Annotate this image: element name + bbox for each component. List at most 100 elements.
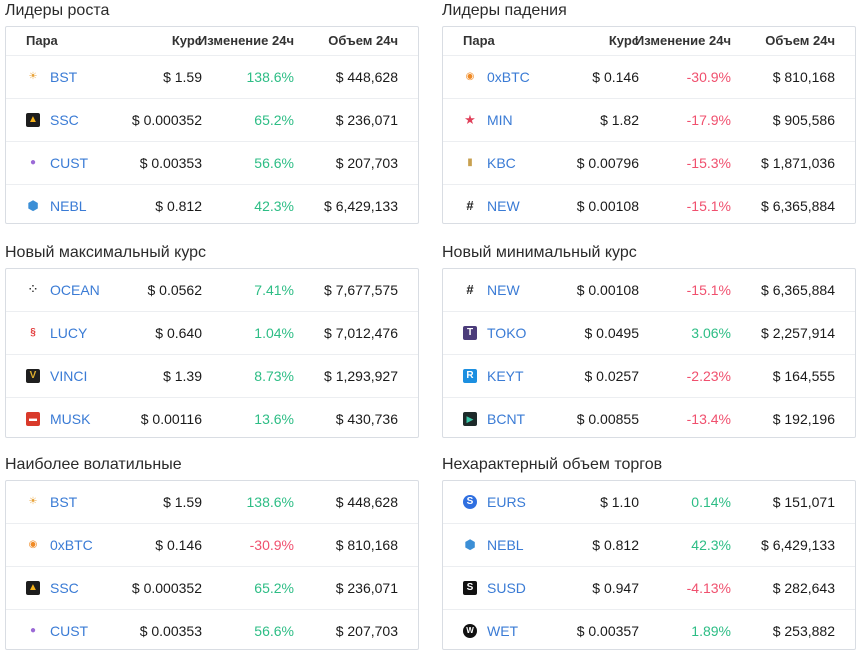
change-value: 1.04% xyxy=(254,325,294,341)
table-row[interactable]: V VINCI $ 1.39 8.73% $ 1,293,927 xyxy=(6,355,418,398)
table-row[interactable]: ▶ BCNT $ 0.00855 -13.4% $ 192,196 xyxy=(443,398,855,440)
pair-link[interactable]: S SUSD xyxy=(463,567,526,609)
pair-link[interactable]: ▶ BCNT xyxy=(463,398,525,440)
change-value: 65.2% xyxy=(254,112,294,128)
pair-symbol[interactable]: NEW xyxy=(487,282,520,298)
column-volume-header: Объем 24ч xyxy=(765,33,835,48)
price-value: $ 0.640 xyxy=(155,325,202,341)
change-value: 0.14% xyxy=(691,494,731,510)
table-row[interactable]: S SUSD $ 0.947 -4.13% $ 282,643 xyxy=(443,567,855,610)
table-row[interactable]: W WET $ 0.00357 1.89% $ 253,882 xyxy=(443,610,855,652)
pair-symbol[interactable]: CUST xyxy=(50,155,89,171)
pair-link[interactable]: ★ MIN xyxy=(463,99,513,141)
pair-link[interactable]: ⁘ OCEAN xyxy=(26,269,100,311)
pair-link[interactable]: R KEYT xyxy=(463,355,524,397)
table-row[interactable]: ▲ SSC $ 0.000352 65.2% $ 236,071 xyxy=(6,99,418,142)
table-header: Пара Курс Изменение 24ч Объем 24ч xyxy=(6,27,418,56)
table-row[interactable]: S EURS $ 1.10 0.14% $ 151,071 xyxy=(443,481,855,524)
pair-link[interactable]: T TOKO xyxy=(463,312,526,354)
pair-symbol[interactable]: 0xBTC xyxy=(487,69,530,85)
pair-symbol[interactable]: OCEAN xyxy=(50,282,100,298)
pair-symbol[interactable]: KEYT xyxy=(487,368,524,384)
pair-symbol[interactable]: NEW xyxy=(487,198,520,214)
table-row[interactable]: R KEYT $ 0.0257 -2.23% $ 164,555 xyxy=(443,355,855,398)
table-row[interactable]: ▬ MUSK $ 0.00116 13.6% $ 430,736 xyxy=(6,398,418,440)
panel-new-low: Новый минимальный курс # NEW $ 0.00108 -1… xyxy=(442,242,858,438)
pair-symbol[interactable]: MUSK xyxy=(50,411,91,427)
price-value: $ 0.0257 xyxy=(584,368,640,384)
pair-symbol[interactable]: KBC xyxy=(487,155,516,171)
table-row[interactable]: ◉ 0xBTC $ 0.146 -30.9% $ 810,168 xyxy=(443,56,855,99)
pair-link[interactable]: ▲ SSC xyxy=(26,567,79,609)
pair-symbol[interactable]: NEBL xyxy=(50,198,87,214)
pair-symbol[interactable]: EURS xyxy=(487,494,526,510)
pair-symbol[interactable]: BST xyxy=(50,494,78,510)
price-value: $ 1.59 xyxy=(163,494,202,510)
pair-link[interactable]: § LUCY xyxy=(26,312,87,354)
pair-symbol[interactable]: NEBL xyxy=(487,537,524,553)
table-row[interactable]: ☀ BST $ 1.59 138.6% $ 448,628 xyxy=(6,481,418,524)
table-row[interactable]: # NEW $ 0.00108 -15.1% $ 6,365,884 xyxy=(443,185,855,227)
pair-link[interactable]: S EURS xyxy=(463,481,526,523)
price-value: $ 0.00353 xyxy=(139,623,202,639)
susd-icon: S xyxy=(463,581,477,596)
change-value: 138.6% xyxy=(246,69,294,85)
table-row[interactable]: ⁘ OCEAN $ 0.0562 7.41% $ 7,677,575 xyxy=(6,269,418,312)
pair-symbol[interactable]: SSC xyxy=(50,580,79,596)
pair-link[interactable]: ◉ 0xBTC xyxy=(26,524,93,566)
pair-link[interactable]: ▲ SSC xyxy=(26,99,79,141)
pair-link[interactable]: ◉ 0xBTC xyxy=(463,56,530,98)
pair-symbol[interactable]: BST xyxy=(50,69,78,85)
new-icon: # xyxy=(466,198,474,214)
pair-link[interactable]: # NEW xyxy=(463,269,520,311)
pair-symbol[interactable]: SSC xyxy=(50,112,79,128)
pair-symbol[interactable]: LUCY xyxy=(50,325,88,341)
panel-new-high: Новый максимальный курс ⁘ OCEAN $ 0.0562 … xyxy=(5,242,421,438)
pair-symbol[interactable]: WET xyxy=(487,623,519,639)
bst-icon: ☀ xyxy=(28,496,38,508)
pair-symbol[interactable]: TOKO xyxy=(487,325,527,341)
change-value: 1.89% xyxy=(691,623,731,639)
wet-icon: W xyxy=(463,624,477,639)
column-pair-header: Пара xyxy=(463,33,495,48)
table-row[interactable]: ● CUST $ 0.00353 56.6% $ 207,703 xyxy=(6,610,418,652)
pair-link[interactable]: # NEW xyxy=(463,185,520,227)
table-row[interactable]: ⬢ NEBL $ 0.812 42.3% $ 6,429,133 xyxy=(6,185,418,227)
table-row[interactable]: ☀ BST $ 1.59 138.6% $ 448,628 xyxy=(6,56,418,99)
price-value: $ 0.00855 xyxy=(576,411,639,427)
pair-symbol[interactable]: MIN xyxy=(487,112,513,128)
table-row[interactable]: ▲ SSC $ 0.000352 65.2% $ 236,071 xyxy=(6,567,418,610)
table-row[interactable]: § LUCY $ 0.640 1.04% $ 7,012,476 xyxy=(6,312,418,355)
pair-symbol[interactable]: BCNT xyxy=(487,411,526,427)
pair-link[interactable]: ● CUST xyxy=(26,142,88,184)
pair-link[interactable]: ☀ BST xyxy=(26,481,78,523)
change-value: -13.4% xyxy=(686,411,731,427)
eurs-icon: S xyxy=(463,495,477,510)
table-row[interactable]: T TOKO $ 0.0495 3.06% $ 2,257,914 xyxy=(443,312,855,355)
pair-link[interactable]: V VINCI xyxy=(26,355,87,397)
table-row[interactable]: ★ MIN $ 1.82 -17.9% $ 905,586 xyxy=(443,99,855,142)
pair-link[interactable]: ⬢ NEBL xyxy=(26,185,87,227)
pair-symbol[interactable]: 0xBTC xyxy=(50,537,93,553)
price-value: $ 0.146 xyxy=(592,69,639,85)
pair-link[interactable]: ☀ BST xyxy=(26,56,78,98)
pair-symbol[interactable]: SUSD xyxy=(487,580,526,596)
table-row[interactable]: ● CUST $ 0.00353 56.6% $ 207,703 xyxy=(6,142,418,185)
pair-symbol[interactable]: VINCI xyxy=(50,368,88,384)
change-value: 42.3% xyxy=(691,537,731,553)
pair-link[interactable]: ● CUST xyxy=(26,610,88,652)
table-row[interactable]: ▮ KBC $ 0.00796 -15.3% $ 1,871,036 xyxy=(443,142,855,185)
pair-symbol[interactable]: CUST xyxy=(50,623,89,639)
new-icon: # xyxy=(466,282,474,298)
volume-value: $ 7,012,476 xyxy=(324,325,398,341)
table-row[interactable]: ◉ 0xBTC $ 0.146 -30.9% $ 810,168 xyxy=(6,524,418,567)
table-row[interactable]: # NEW $ 0.00108 -15.1% $ 6,365,884 xyxy=(443,269,855,312)
change-value: 3.06% xyxy=(691,325,731,341)
pair-link[interactable]: ▬ MUSK xyxy=(26,398,90,440)
pair-link[interactable]: ⬢ NEBL xyxy=(463,524,524,566)
pair-link[interactable]: W WET xyxy=(463,610,518,652)
table-row[interactable]: ⬢ NEBL $ 0.812 42.3% $ 6,429,133 xyxy=(443,524,855,567)
panel-most-volatile: Наиболее волатильные ☀ BST $ 1.59 138.6% … xyxy=(5,454,421,650)
pair-link[interactable]: ▮ KBC xyxy=(463,142,516,184)
volume-value: $ 164,555 xyxy=(772,368,835,384)
